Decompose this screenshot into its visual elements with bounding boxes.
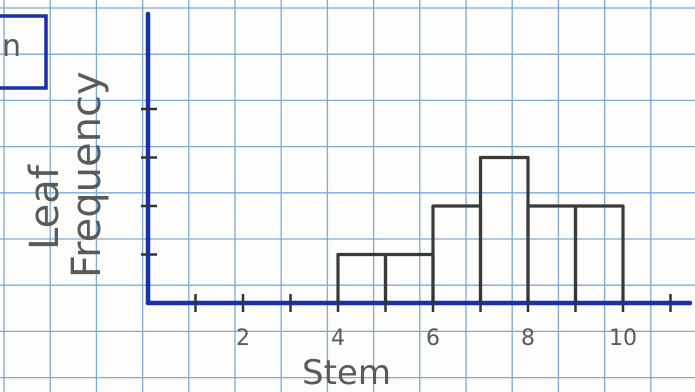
x-tick-label: 8	[521, 326, 535, 351]
x-axis-label: Stem	[302, 353, 391, 392]
x-tick-label: 6	[426, 326, 440, 351]
y-axis-label-line-2: Frequency	[64, 71, 110, 278]
x-tick-label: 4	[331, 326, 345, 351]
bar-stem-7	[431, 204, 483, 305]
y-axis-label: Leaf Frequency	[22, 71, 110, 278]
corner-label: n	[2, 29, 21, 64]
bar-stem-9	[526, 204, 578, 305]
bar-stem-5	[336, 252, 388, 305]
x-tick-label: 10	[609, 326, 637, 351]
y-axis-label-line-1: Leaf	[22, 164, 68, 250]
x-tick-label: 2	[236, 326, 250, 351]
bar-stem-10	[573, 204, 625, 305]
corner-box: n	[0, 14, 48, 90]
bar-stem-6	[383, 252, 435, 305]
ticks-layer: 2 4 6 8 10	[141, 107, 672, 351]
bar-stem-8	[478, 155, 530, 305]
bars-layer	[336, 155, 625, 305]
axes-layer	[145, 11, 693, 306]
